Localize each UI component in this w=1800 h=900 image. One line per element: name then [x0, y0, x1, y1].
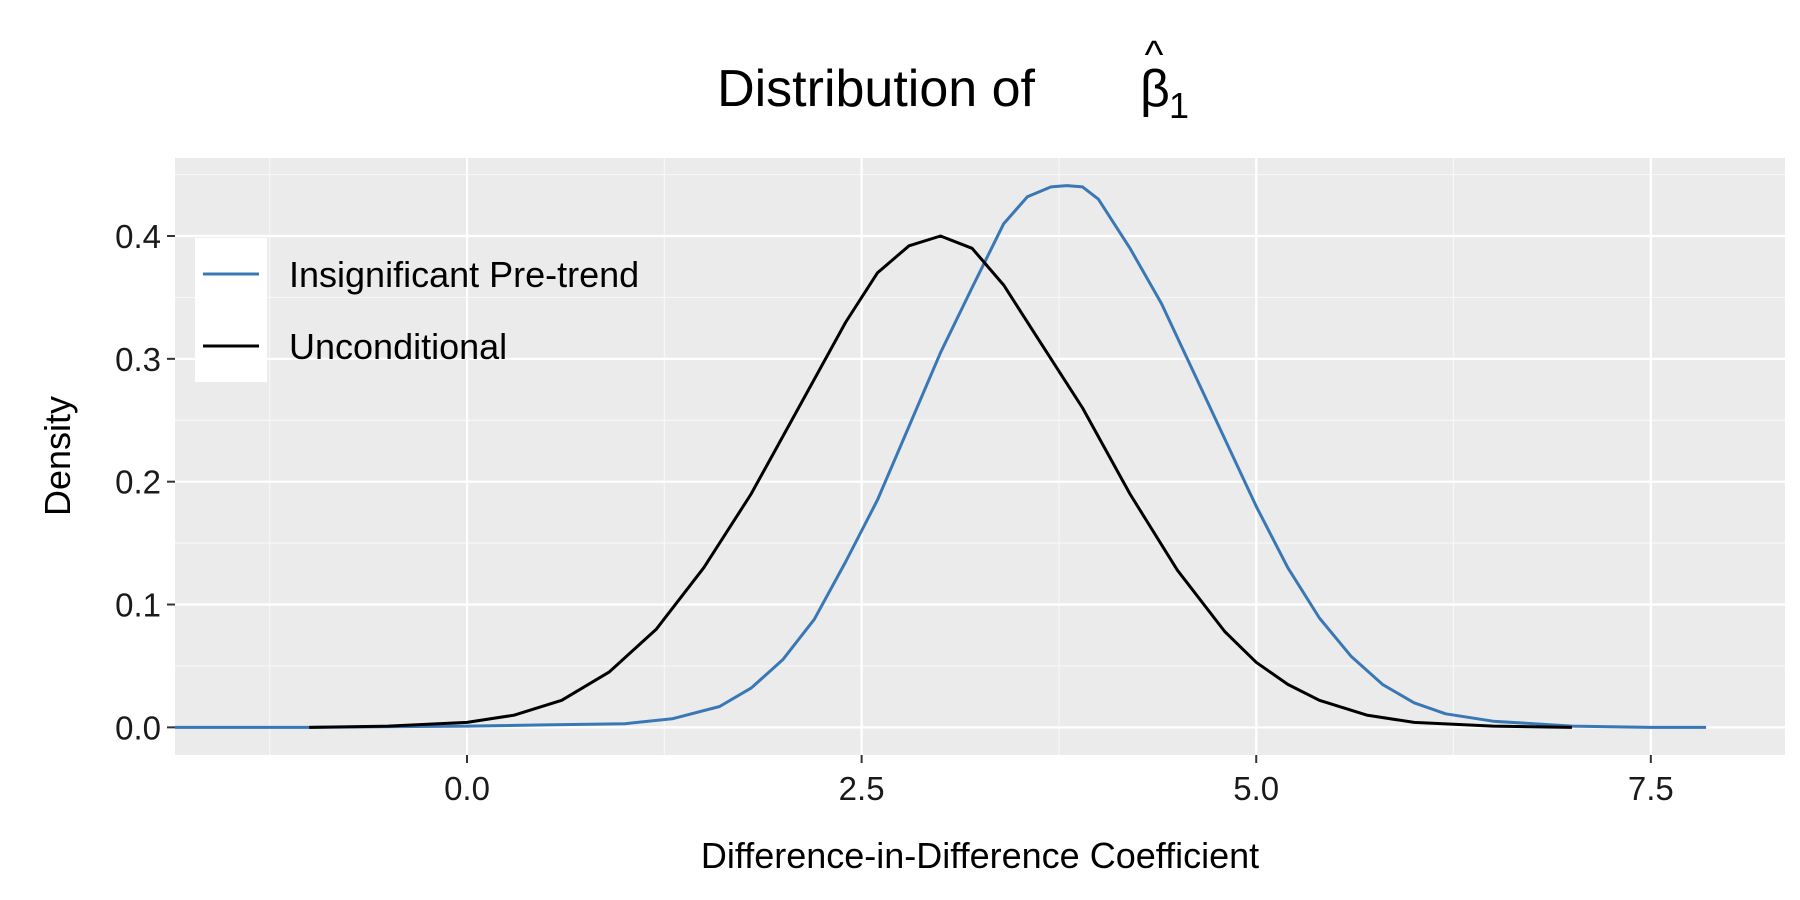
chart-title-hat-accent: ^ — [1145, 33, 1164, 77]
legend-label-insignificant-pre-trend: Insignificant Pre-trend — [289, 254, 639, 295]
series-lines — [175, 184, 1707, 729]
y-tick-label: 0.4 — [115, 218, 161, 255]
legend-label-unconditional: Unconditional — [289, 326, 507, 367]
chart-title-subscript: 1 — [1169, 85, 1189, 126]
x-tick-label: 7.5 — [1628, 770, 1674, 807]
y-tick-label: 0.0 — [115, 709, 161, 746]
x-tick-label: 5.0 — [1233, 770, 1279, 807]
major-gridlines — [175, 158, 1785, 755]
minor-gridlines — [175, 158, 1785, 755]
x-axis-title: Difference-in-Difference Coefficient — [701, 835, 1259, 876]
x-tick-label: 2.5 — [839, 770, 885, 807]
series-line-insignificant-pre-trend — [175, 184, 1707, 729]
y-tick-label: 0.3 — [115, 341, 161, 378]
y-tick-label: 0.2 — [115, 464, 161, 501]
legend-key-background — [195, 238, 267, 382]
series-line-unconditional — [309, 234, 1572, 729]
y-axis: 0.0 0.1 0.2 0.3 0.4 — [115, 218, 175, 746]
x-axis: 0.0 2.5 5.0 7.5 — [444, 755, 1674, 807]
y-axis-title: Density — [37, 396, 78, 516]
y-tick-label: 0.1 — [115, 587, 161, 624]
x-tick-label: 0.0 — [444, 770, 490, 807]
chart-title-beta-symbol: β — [1140, 60, 1170, 118]
chart-title: Distribution of — [717, 60, 1035, 118]
legend: Insignificant Pre-trend Unconditional — [195, 238, 639, 382]
